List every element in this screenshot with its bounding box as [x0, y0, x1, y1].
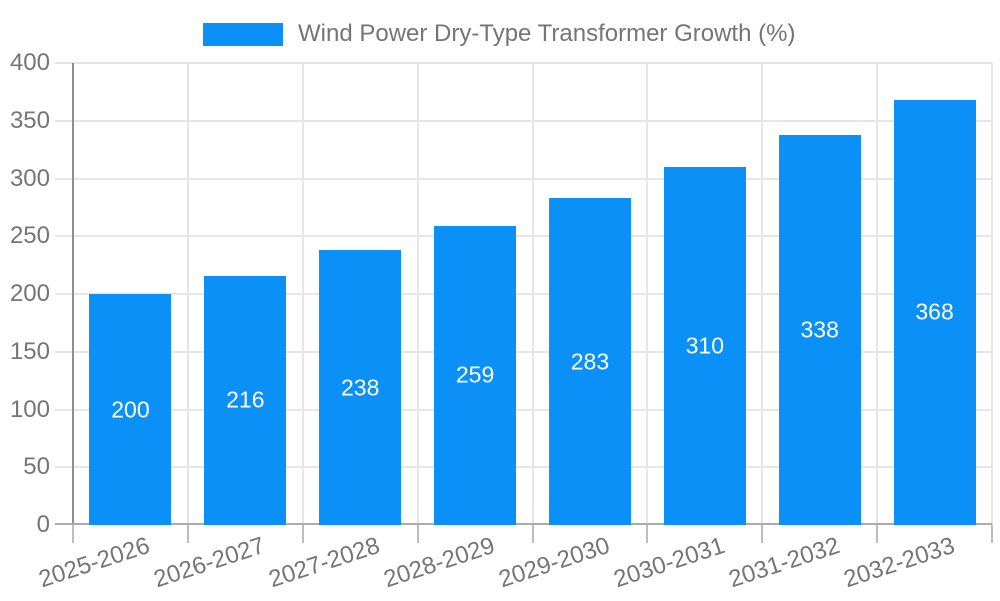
y-tick-label: 350 — [9, 106, 50, 134]
x-gridline — [186, 63, 189, 525]
x-axis-line — [55, 523, 992, 525]
bar-value-label: 238 — [341, 374, 380, 401]
bar-value-label: 310 — [685, 332, 724, 359]
x-tick — [186, 525, 189, 543]
bar[interactable]: 259 — [434, 225, 517, 525]
bar[interactable]: 238 — [319, 250, 402, 525]
bar[interactable]: 200 — [89, 294, 172, 525]
y-tick-label: 150 — [9, 337, 50, 365]
y-gridline — [55, 119, 992, 122]
y-tick-label: 400 — [9, 49, 50, 76]
legend-item[interactable]: Wind Power Dry-Type Transformer Growth (… — [203, 20, 795, 48]
y-gridline — [55, 408, 992, 411]
x-tick — [531, 525, 534, 543]
x-gridline — [531, 63, 534, 525]
bar[interactable]: 283 — [548, 198, 631, 525]
bar-value-label: 259 — [455, 361, 495, 388]
y-gridline — [55, 293, 992, 295]
x-gridline — [761, 63, 764, 525]
y-tick-label: 100 — [9, 395, 50, 423]
y-gridline — [55, 350, 992, 353]
bar[interactable]: 216 — [204, 275, 287, 525]
x-tick — [876, 525, 879, 543]
x-gridline — [876, 63, 879, 525]
bar[interactable]: 368 — [893, 99, 976, 525]
x-gridline — [416, 63, 419, 525]
legend-swatch-icon — [203, 22, 283, 46]
x-gridline — [301, 63, 304, 525]
x-gridline — [646, 63, 649, 525]
bar-value-label: 216 — [226, 386, 265, 413]
x-tick — [416, 525, 419, 543]
bar[interactable]: 310 — [663, 166, 746, 525]
x-gridline — [991, 63, 993, 525]
bar-value-label: 200 — [111, 396, 150, 422]
y-gridline — [55, 235, 992, 238]
x-tick — [991, 525, 993, 543]
y-gridline — [55, 62, 992, 64]
x-tick — [301, 525, 304, 543]
legend-label: Wind Power Dry-Type Transformer Growth (… — [298, 20, 796, 47]
bar[interactable]: 338 — [778, 134, 861, 525]
bar-value-label: 368 — [915, 298, 954, 325]
y-gridline — [55, 177, 992, 180]
bar-value-label: 283 — [570, 348, 610, 375]
x-tick — [72, 525, 74, 543]
y-tick-label: 50 — [23, 453, 50, 481]
plot-area: 200 216 238 259 283 310 338 368 — [55, 62, 993, 543]
y-tick-label: 200 — [9, 280, 50, 307]
y-tick-label: 250 — [9, 222, 50, 250]
y-tick-label: 0 — [36, 511, 50, 538]
bar-value-label: 338 — [800, 316, 839, 343]
y-gridline — [55, 466, 992, 469]
y-axis-line — [72, 63, 74, 525]
x-tick — [761, 525, 764, 543]
x-tick — [646, 525, 649, 543]
y-tick-label: 300 — [9, 164, 50, 192]
